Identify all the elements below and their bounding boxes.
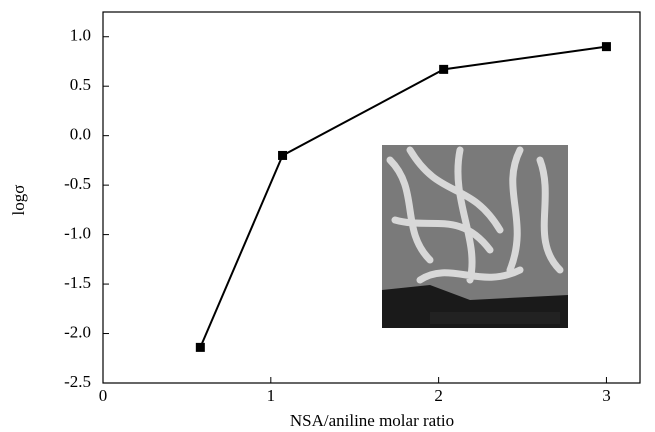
y-tick-label: -0.5 — [64, 174, 91, 193]
y-tick-label: -1.5 — [64, 273, 91, 292]
series-line — [199, 45, 607, 348]
plot-frame — [102, 11, 641, 384]
marker — [601, 42, 611, 52]
y-tick-label: -2.0 — [64, 322, 91, 341]
x-axis-label: NSA/aniline molar ratio — [290, 411, 454, 430]
marker — [439, 64, 449, 74]
marker — [195, 342, 205, 352]
y-tick-label: -1.0 — [64, 224, 91, 243]
x-tick-label: 1 — [267, 386, 276, 405]
y-tick-label: 0.0 — [70, 125, 91, 144]
marker — [278, 150, 288, 160]
y-tick-label: -2.5 — [64, 372, 91, 391]
y-tick-label: 1.0 — [70, 26, 91, 45]
y-tick-label: 0.5 — [70, 75, 91, 94]
x-tick-label: 0 — [99, 386, 108, 405]
y-axis-label: logσ — [9, 185, 28, 216]
x-tick-label: 3 — [602, 386, 611, 405]
x-tick-label: 2 — [434, 386, 443, 405]
sem-image-inset — [382, 145, 568, 328]
